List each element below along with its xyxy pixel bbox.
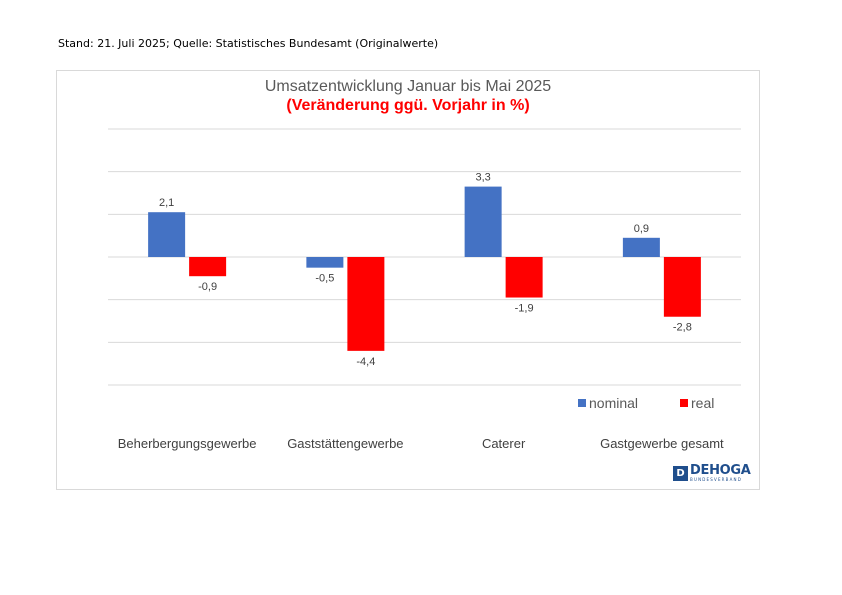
logo-subtitle: BUNDESVERBAND — [690, 477, 743, 482]
data-label-nominal: -0,5 — [315, 273, 334, 285]
logo-mark-icon: D — [673, 465, 688, 481]
chart-subtitle: (Veränderung ggü. Vorjahr in %) — [286, 97, 530, 114]
category-label: Beherbergungsgewerbe — [118, 436, 257, 451]
logo-name: DEHOGA — [690, 463, 751, 478]
legend-swatch-real — [680, 399, 688, 407]
data-label-nominal: 3,3 — [475, 172, 490, 184]
data-label-nominal: 0,9 — [634, 223, 649, 235]
legend-swatch-nominal — [578, 399, 586, 407]
data-label-real: -1,9 — [515, 303, 534, 315]
chart-title: Umsatzentwicklung Januar bis Mai 2025 — [264, 78, 552, 95]
data-label-real: -2,8 — [673, 322, 692, 334]
legend-label-nominal: nominal — [589, 395, 638, 411]
category-label: Gaststättengewerbe — [287, 436, 403, 451]
category-label: Caterer — [482, 436, 526, 451]
bar-nominal — [306, 257, 344, 268]
data-label-nominal: 2,1 — [159, 197, 174, 209]
bar-real — [347, 257, 385, 351]
data-label-real: -4,4 — [356, 356, 375, 368]
bar-real — [663, 257, 701, 317]
dehoga-logo: D DEHOGA BUNDESVERBAND — [673, 464, 751, 482]
chart-frame — [56, 70, 760, 490]
bar-nominal — [464, 186, 502, 257]
source-note: Stand: 21. Juli 2025; Quelle: Statistisc… — [58, 37, 439, 50]
bar-real — [189, 257, 227, 277]
data-label-real: -0,9 — [198, 281, 217, 293]
bar-nominal — [148, 212, 186, 257]
legend-label-real: real — [691, 395, 714, 411]
category-label: Gastgewerbe gesamt — [600, 436, 724, 451]
bar-nominal — [622, 237, 660, 257]
bar-real — [505, 257, 543, 298]
